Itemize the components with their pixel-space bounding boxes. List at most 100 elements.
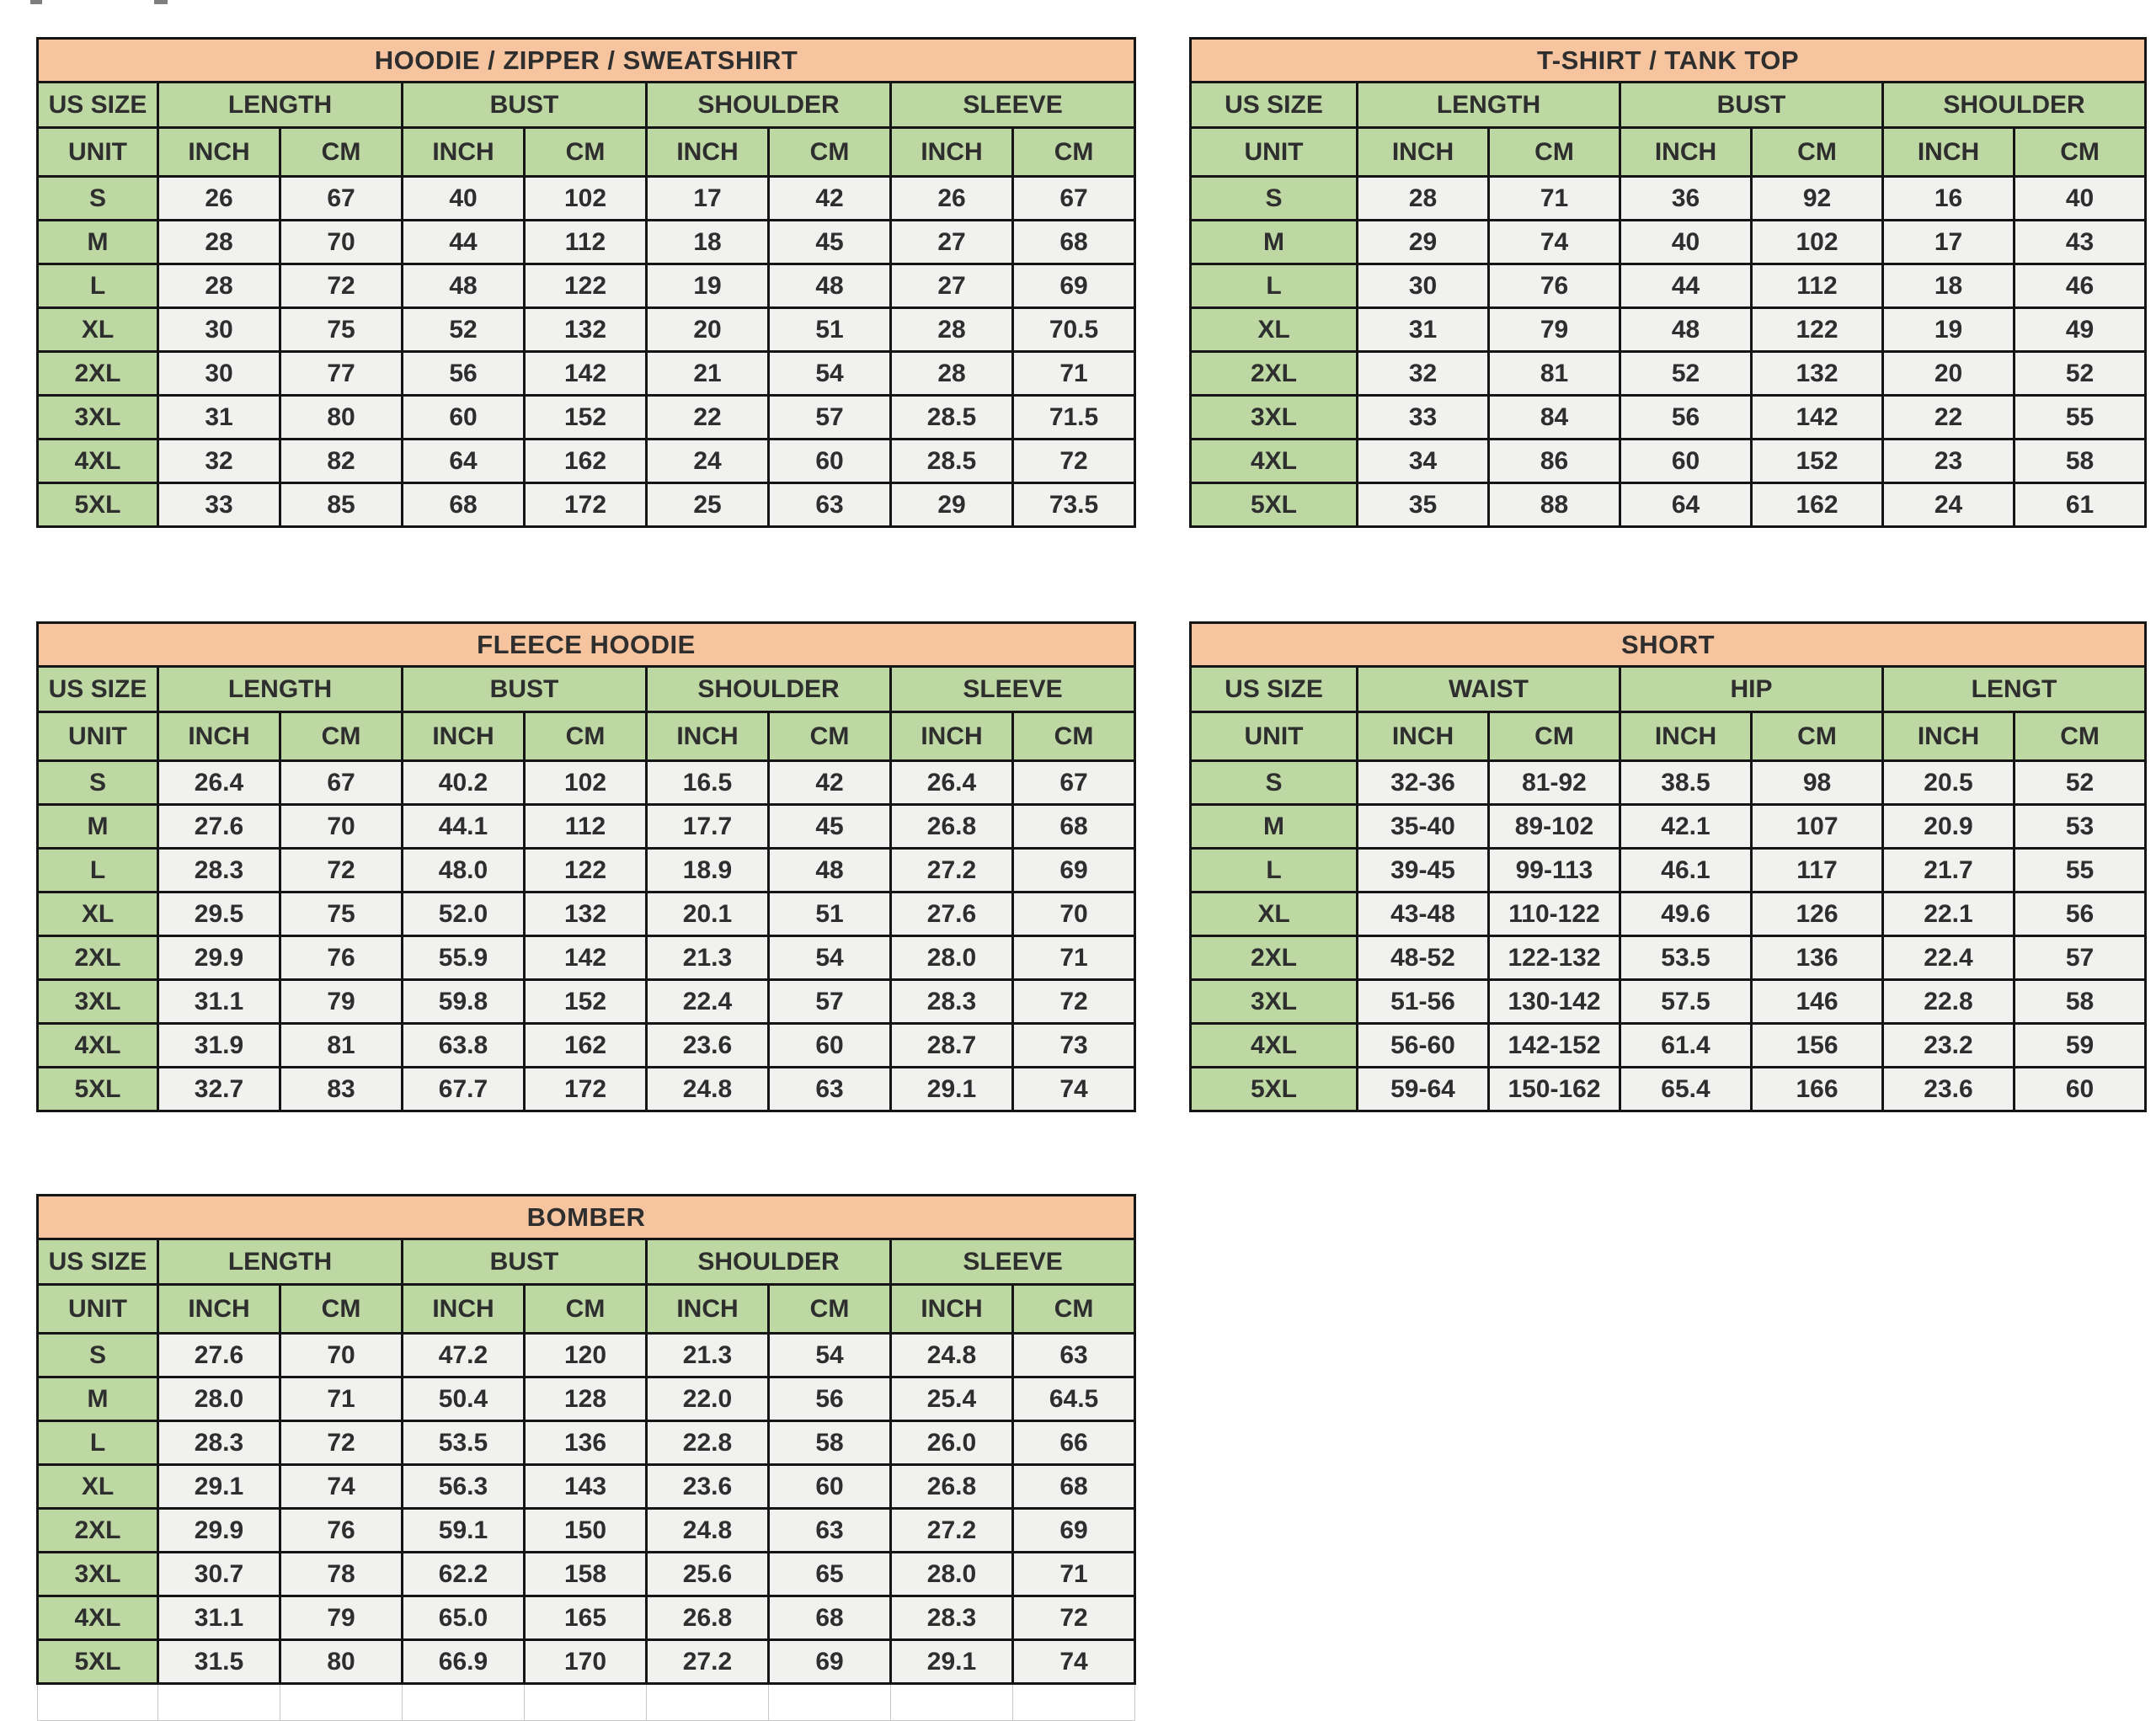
size-label: L bbox=[36, 263, 159, 309]
measurement-value: 22 bbox=[645, 394, 770, 440]
size-label: 5XL bbox=[36, 1638, 159, 1685]
group-header-bust: BUST bbox=[1619, 81, 1884, 129]
measurement-value: 28 bbox=[157, 219, 281, 265]
measurement-value: 59 bbox=[2012, 1022, 2148, 1068]
measurement-value: 73 bbox=[1011, 1022, 1137, 1068]
table-row: S 26 67 40 102 17 42 26 67 bbox=[36, 175, 1137, 221]
measurement-value: 75 bbox=[279, 891, 403, 937]
measurement-value: 28 bbox=[889, 306, 1014, 353]
measurement-value: 18.9 bbox=[645, 847, 770, 893]
us-size-header: US SIZE bbox=[36, 81, 159, 129]
table-row: 4XL 32 82 64 162 24 60 28.5 72 bbox=[36, 438, 1137, 484]
measurement-value: 35-40 bbox=[1356, 803, 1490, 850]
group-header-sleeve: SLEEVE bbox=[889, 1238, 1137, 1286]
measurement-value: 23.6 bbox=[645, 1022, 770, 1068]
group-header-shoulder: SHOULDER bbox=[1881, 81, 2148, 129]
size-label: L bbox=[1189, 263, 1358, 309]
measurement-value: 32 bbox=[1356, 350, 1490, 397]
unit-inch-header: INCH bbox=[645, 711, 770, 762]
table-row: 3XL 30.7 78 62.2 158 25.6 65 28.0 71 bbox=[36, 1551, 1137, 1597]
measurement-value: 57 bbox=[767, 394, 892, 440]
table-row: XL 31 79 48 122 19 49 bbox=[1189, 306, 2148, 353]
measurement-value: 49.6 bbox=[1619, 891, 1753, 937]
measurement-value: 35 bbox=[1356, 482, 1490, 528]
size-label: 2XL bbox=[36, 1507, 159, 1553]
unit-inch-header: INCH bbox=[157, 1283, 281, 1335]
size-label: S bbox=[1189, 175, 1358, 221]
table-title: SHORT bbox=[1188, 621, 2148, 668]
table-row: 2XL 29.9 76 59.1 150 24.8 63 27.2 69 bbox=[36, 1507, 1137, 1553]
measurement-value: 60 bbox=[401, 394, 526, 440]
measurement-value: 132 bbox=[523, 306, 648, 353]
measurement-value: 60 bbox=[2012, 1066, 2148, 1112]
unit-inch-header: INCH bbox=[157, 711, 281, 762]
size-table-hoodie-zipper-sweatshirt: HOODIE / ZIPPER / SWEATSHIRT US SIZE LENGT… bbox=[35, 37, 1137, 528]
table-row: M 35-40 89-102 42.1 107 20.9 53 bbox=[1189, 803, 2148, 850]
table-row: 3XL 51-56 130-142 57.5 146 22.8 58 bbox=[1189, 978, 2148, 1025]
measurement-value: 31.5 bbox=[157, 1638, 281, 1685]
measurement-value: 79 bbox=[1487, 306, 1621, 353]
measurement-value: 65.0 bbox=[401, 1595, 526, 1641]
measurement-value: 78 bbox=[279, 1551, 403, 1597]
measurement-value: 122 bbox=[523, 847, 648, 893]
size-label: XL bbox=[36, 306, 159, 353]
empty-cell bbox=[768, 1683, 891, 1721]
measurement-value: 80 bbox=[279, 394, 403, 440]
crop-artifact-mark bbox=[154, 0, 168, 4]
measurement-value: 99-113 bbox=[1487, 847, 1621, 893]
measurement-value: 48 bbox=[401, 263, 526, 309]
measurement-value: 172 bbox=[523, 1066, 648, 1112]
size-label: S bbox=[36, 759, 159, 806]
size-label: XL bbox=[36, 1463, 159, 1510]
table-row: XL 30 75 52 132 20 51 28 70.5 bbox=[36, 306, 1137, 353]
measurement-value: 59.8 bbox=[401, 978, 526, 1025]
table-row: 2XL 30 77 56 142 21 54 28 71 bbox=[36, 350, 1137, 397]
measurement-value: 26.8 bbox=[889, 1463, 1014, 1510]
measurement-value: 68 bbox=[1011, 219, 1137, 265]
measurement-value: 67 bbox=[279, 175, 403, 221]
measurement-value: 45 bbox=[767, 219, 892, 265]
measurement-value: 69 bbox=[1011, 1507, 1137, 1553]
measurement-value: 52 bbox=[2012, 350, 2148, 397]
table-row: XL 29.1 74 56.3 143 23.6 60 26.8 68 bbox=[36, 1463, 1137, 1510]
table-row: 3XL 31 80 60 152 22 57 28.5 71.5 bbox=[36, 394, 1137, 440]
unit-cm-header: CM bbox=[1487, 711, 1621, 762]
measurement-value: 64 bbox=[401, 438, 526, 484]
measurement-value: 25.4 bbox=[889, 1376, 1014, 1422]
measurement-value: 60 bbox=[767, 1022, 892, 1068]
measurement-value: 34 bbox=[1356, 438, 1490, 484]
size-label: S bbox=[1189, 759, 1358, 806]
table-row: M 29 74 40 102 17 43 bbox=[1189, 219, 2148, 265]
measurement-value: 52 bbox=[2012, 759, 2148, 806]
measurement-value: 71 bbox=[1011, 350, 1137, 397]
empty-cell bbox=[402, 1683, 525, 1721]
measurement-value: 17 bbox=[645, 175, 770, 221]
size-label: 4XL bbox=[36, 438, 159, 484]
measurement-value: 45 bbox=[767, 803, 892, 850]
measurement-value: 23 bbox=[1881, 438, 2015, 484]
measurement-value: 27.6 bbox=[157, 1332, 281, 1378]
measurement-value: 68 bbox=[401, 482, 526, 528]
unit-cm-header: CM bbox=[1011, 1283, 1137, 1335]
measurement-value: 69 bbox=[767, 1638, 892, 1685]
measurement-value: 52 bbox=[401, 306, 526, 353]
measurement-value: 63 bbox=[1011, 1332, 1137, 1378]
measurement-value: 58 bbox=[767, 1420, 892, 1466]
size-label: S bbox=[36, 1332, 159, 1378]
unit-inch-header: INCH bbox=[1619, 711, 1753, 762]
measurement-value: 22.8 bbox=[645, 1420, 770, 1466]
measurement-value: 26 bbox=[889, 175, 1014, 221]
unit-inch-header: INCH bbox=[157, 126, 281, 178]
unit-inch-header: INCH bbox=[1881, 711, 2015, 762]
table-row: 3XL 33 84 56 142 22 55 bbox=[1189, 394, 2148, 440]
measurement-value: 60 bbox=[1619, 438, 1753, 484]
measurement-value: 172 bbox=[523, 482, 648, 528]
table-row: XL 43-48 110-122 49.6 126 22.1 56 bbox=[1189, 891, 2148, 937]
measurement-value: 152 bbox=[523, 978, 648, 1025]
measurement-value: 26.8 bbox=[645, 1595, 770, 1641]
measurement-value: 30 bbox=[1356, 263, 1490, 309]
measurement-value: 53.5 bbox=[1619, 935, 1753, 981]
measurement-value: 51 bbox=[767, 891, 892, 937]
measurement-value: 28.5 bbox=[889, 394, 1014, 440]
measurement-value: 20 bbox=[645, 306, 770, 353]
